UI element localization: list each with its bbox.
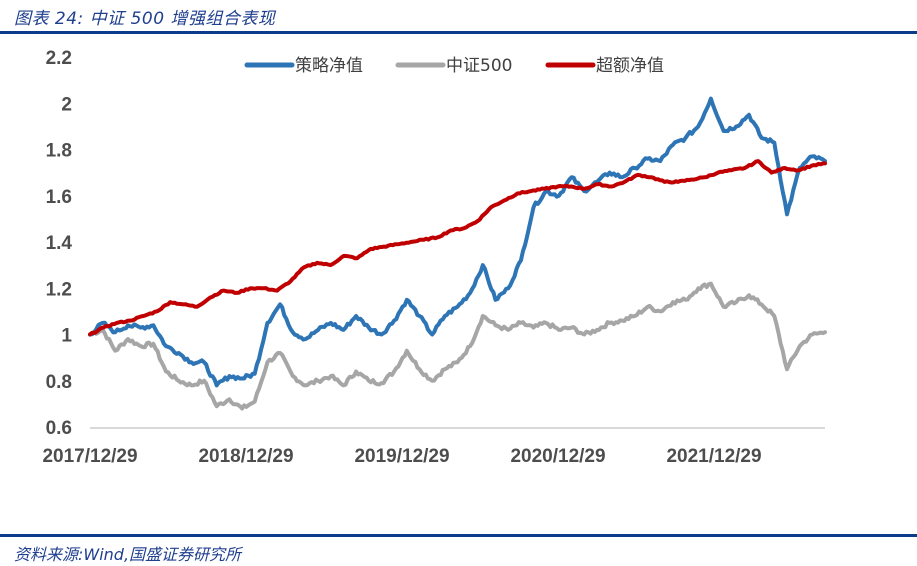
y-tick-label: 2 [61, 94, 72, 115]
source-note: 资料来源:Wind,国盛证券研究所 [14, 545, 242, 564]
x-tick-label: 2020/12/29 [510, 446, 605, 467]
y-tick-label: 2.2 [46, 48, 72, 69]
legend: 策略净值 中证500 超额净值 [244, 56, 664, 76]
x-tick-label: 2019/12/29 [354, 446, 449, 467]
y-axis-ticks: 0.6 0.8 1 1.2 1.4 1.6 1.8 2 2.2 [46, 48, 73, 439]
legend-label: 超额净值 [596, 56, 664, 76]
figure-title: 图表 24: 中证 500 增强组合表现 [14, 9, 276, 29]
x-axis-ticks: 2017/12/29 2018/12/29 2019/12/29 2020/12/29… [42, 446, 761, 467]
line-chart: 0.6 0.8 1 1.2 1.4 1.6 1.8 2 2.2 2017/12/29 2018/1… [0, 34, 917, 534]
x-tick-label: 2021/12/29 [666, 446, 761, 467]
x-tick-label: 2017/12/29 [42, 446, 137, 467]
series-line-excess [88, 159, 827, 337]
y-tick-label: 1.4 [46, 233, 73, 254]
top-divider [0, 31, 917, 34]
legend-label: 中证500 [446, 56, 512, 76]
y-tick-label: 0.6 [46, 418, 72, 439]
y-tick-label: 1.6 [46, 187, 72, 208]
y-tick-label: 1.8 [46, 141, 72, 162]
x-tick-label: 2018/12/29 [198, 446, 293, 467]
series-lines [88, 96, 827, 411]
y-tick-label: 1.2 [46, 279, 72, 300]
series-line-strategy [88, 96, 827, 388]
series-line-csi500 [88, 281, 827, 411]
bottom-divider [0, 534, 917, 537]
y-tick-label: 0.8 [46, 372, 72, 393]
y-tick-label: 1 [61, 326, 72, 347]
legend-label: 策略净值 [295, 56, 363, 76]
chart-canvas: 0.6 0.8 1 1.2 1.4 1.6 1.8 2 2.2 2017/12/29 2018/1… [42, 48, 827, 467]
